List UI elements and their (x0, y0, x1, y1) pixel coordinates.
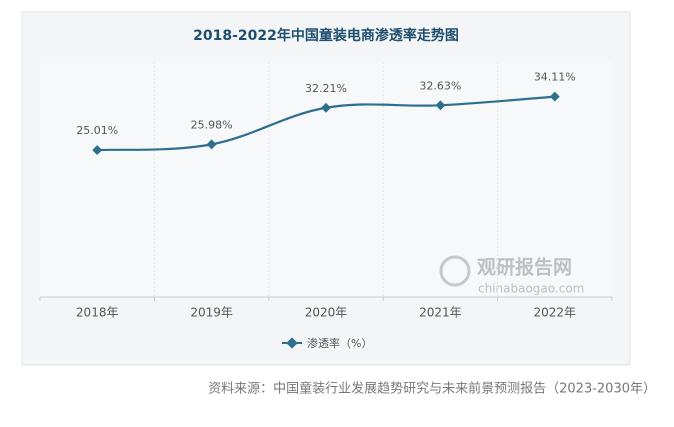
data-label: 25.98% (191, 118, 233, 131)
data-label: 34.11% (534, 71, 576, 84)
chart-title: 2018-2022年中国童装电商渗透率走势图 (193, 27, 459, 44)
data-label: 32.63% (419, 79, 461, 92)
watermark-site: chinabaogao.com (478, 282, 584, 296)
legend-label: 渗透率（%） (307, 336, 372, 350)
x-tick-label: 2018年 (76, 306, 119, 320)
x-tick-label: 2022年 (534, 306, 577, 320)
x-tick-label: 2021年 (419, 306, 462, 320)
watermark: 观研报告网 chinabaogao.com (439, 255, 584, 296)
x-tick-label: 2020年 (305, 306, 348, 320)
source-note: 资料来源：中国童装行业发展趋势研究与未来前景预测报告（2023-2030年） (208, 381, 656, 397)
data-label: 32.21% (305, 82, 347, 95)
point-marker (549, 91, 560, 102)
plot-area (40, 62, 612, 297)
point-marker (92, 145, 103, 156)
legend-marker (286, 337, 298, 349)
x-tick-label: 2019年 (190, 306, 233, 320)
watermark-logo (439, 255, 471, 287)
point-marker (206, 139, 217, 150)
data-label: 25.01% (76, 124, 118, 137)
watermark-brand: 观研报告网 (477, 256, 572, 279)
